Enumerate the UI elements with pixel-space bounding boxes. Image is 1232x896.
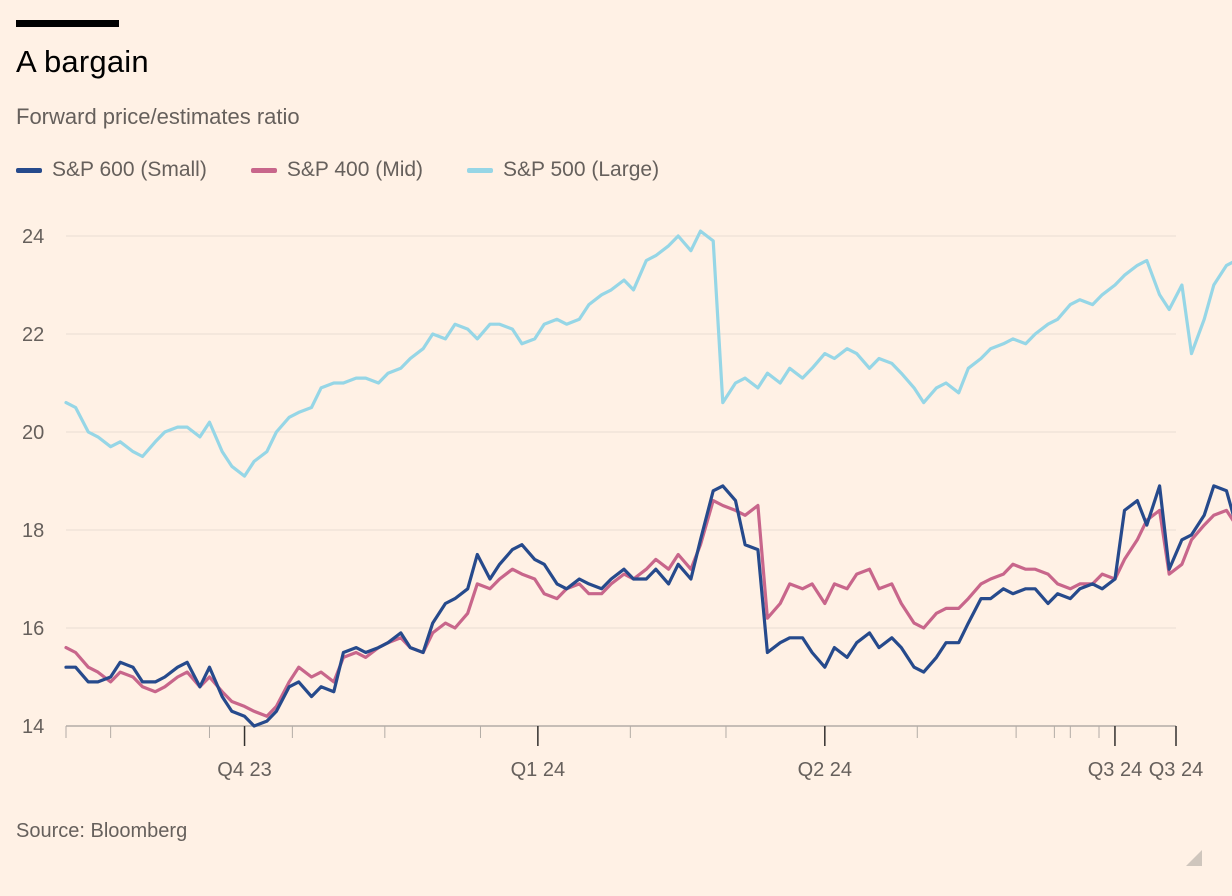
series-line-mid (64, 499, 1232, 718)
series-line-small (64, 484, 1232, 728)
legend-item-small: S&P 600 (Small) (16, 158, 207, 182)
x-tick-label-1: Q1 24 (511, 759, 565, 781)
y-tick-label-22: 22 (22, 324, 44, 346)
legend-label-large: S&P 500 (Large) (503, 158, 660, 181)
x-tick-label-2: Q2 24 (798, 759, 852, 781)
legend-swatch-small (16, 167, 42, 173)
series-line-large (64, 229, 1232, 478)
legend-item-large: S&P 500 (Large) (467, 158, 659, 182)
resize-handle[interactable] (1186, 850, 1202, 866)
legend-item-mid: S&P 400 (Mid) (250, 158, 424, 182)
legend-swatch-mid (250, 167, 277, 173)
legend-swatch-large (467, 167, 494, 173)
legend-label-small: S&P 600 (Small) (52, 158, 207, 181)
y-tick-label-24: 24 (22, 226, 44, 248)
top-rule (16, 20, 119, 27)
source-note: Source: Bloomberg (16, 820, 188, 842)
chart-subtitle: Forward price/estimates ratio (16, 104, 300, 129)
y-tick-label-16: 16 (22, 618, 44, 640)
y-tick-label-14: 14 (22, 716, 44, 738)
y-tick-label-20: 20 (22, 422, 44, 444)
x-tick-label-0: Q4 23 (217, 759, 271, 781)
legend: S&P 600 (Small) S&P 400 (Mid) S&P 500 (L… (16, 158, 703, 182)
x-tick-label-3: Q3 24 (1088, 759, 1142, 781)
legend-label-mid: S&P 400 (Mid) (286, 158, 424, 181)
chart-title: A bargain (16, 44, 149, 79)
x-tick-label-end: Q3 24 (1149, 759, 1203, 781)
y-tick-label-18: 18 (22, 520, 44, 542)
